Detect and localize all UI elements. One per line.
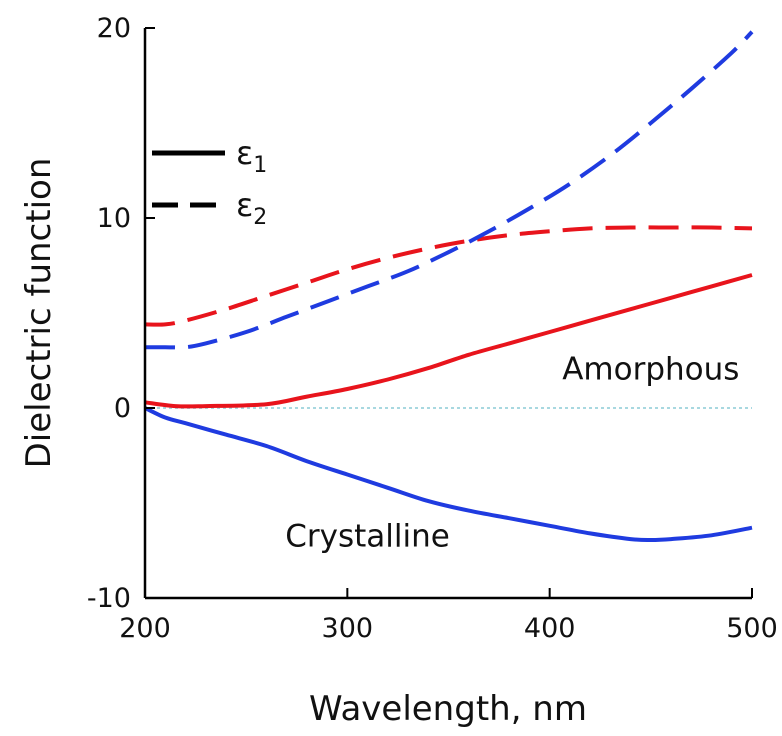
annotation-amorphous: Amorphous xyxy=(562,352,739,388)
annotation-crystalline: Crystalline xyxy=(285,519,450,555)
y-ticks: -10 0 10 20 xyxy=(87,13,155,614)
x-tick-label: 200 xyxy=(119,613,171,644)
y-tick-label: 10 xyxy=(97,203,131,234)
x-tick-label: 300 xyxy=(322,613,374,644)
y-tick-label: 0 xyxy=(114,393,131,424)
y-axis-title: Dielectric function xyxy=(19,158,59,469)
series-amorphous-eps1 xyxy=(144,273,753,409)
axes xyxy=(143,28,752,600)
legend-label-eps2: ε2 xyxy=(236,186,267,230)
series-crystalline-eps1 xyxy=(144,406,753,543)
x-tick-label: 400 xyxy=(524,613,576,644)
legend: ε1 ε2 xyxy=(152,134,267,230)
y-tick-label: -10 xyxy=(87,583,131,614)
legend-label-eps1: ε1 xyxy=(236,134,267,178)
series-amorphous-eps2 xyxy=(144,225,753,327)
series-crystalline-eps2 xyxy=(145,30,754,350)
x-ticks: 200 300 400 500 xyxy=(119,588,778,644)
x-axis-title: Wavelength, nm xyxy=(309,689,587,729)
y-tick-label: 20 xyxy=(97,13,131,44)
x-tick-label: 500 xyxy=(726,613,778,644)
series-layer xyxy=(144,30,754,543)
